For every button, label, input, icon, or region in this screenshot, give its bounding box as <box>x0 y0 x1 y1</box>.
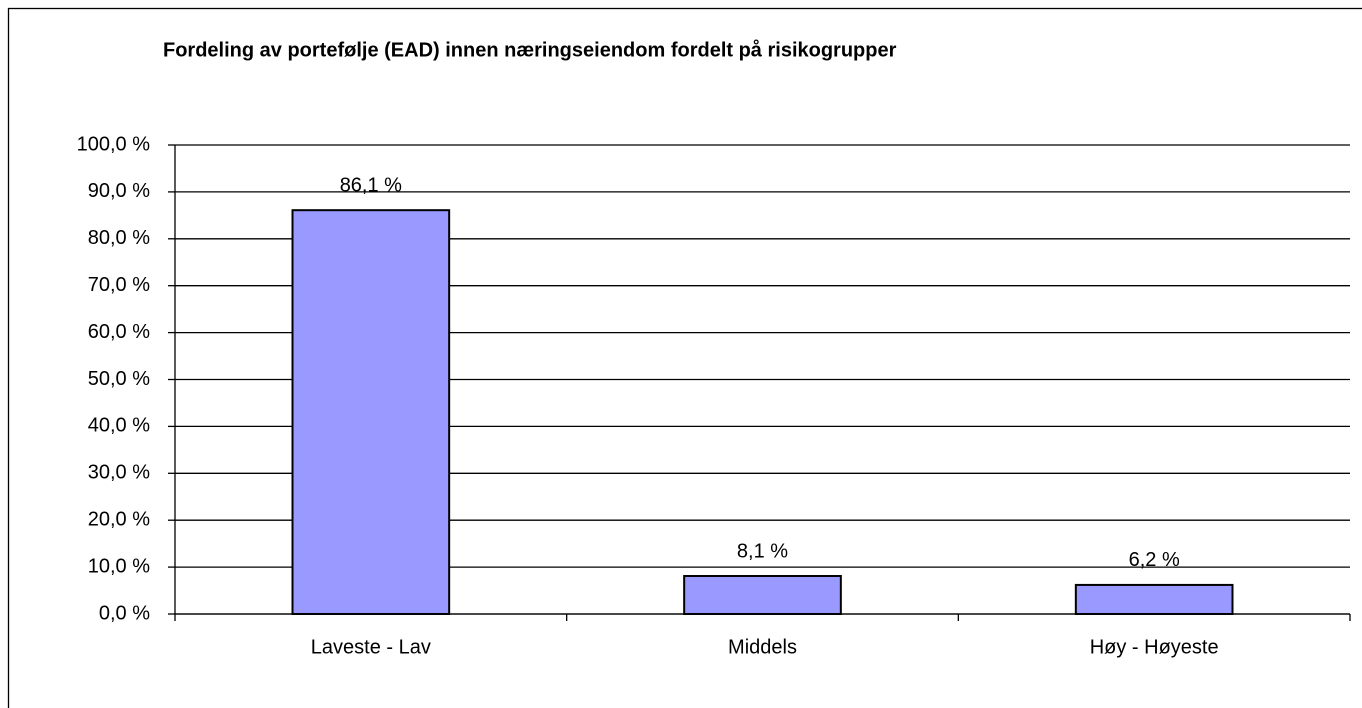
bar <box>683 575 842 615</box>
value-label: 6,2 % <box>1129 549 1180 571</box>
y-tick-label: 80,0 % <box>88 227 150 249</box>
y-tick-label: 0,0 % <box>99 602 150 624</box>
x-tick-label: Høy - Høyeste <box>1090 636 1219 658</box>
x-tick-label: Laveste - Lav <box>311 636 431 658</box>
bar <box>291 209 451 615</box>
y-tick-label: 30,0 % <box>88 462 150 484</box>
chart-title: Fordeling av portefølje (EAD) innen næri… <box>163 38 897 61</box>
y-tick-label: 90,0 % <box>88 180 150 202</box>
x-tick-label: Middels <box>728 636 797 658</box>
y-tick-label: 20,0 % <box>88 508 150 530</box>
bar <box>1074 583 1234 615</box>
y-tick-label: 100,0 % <box>77 133 151 155</box>
y-tick-label: 60,0 % <box>88 321 150 343</box>
y-tick-label: 70,0 % <box>88 274 150 296</box>
y-tick-label: 40,0 % <box>88 415 150 437</box>
value-label: 86,1 % <box>340 174 402 196</box>
y-tick-label: 10,0 % <box>88 555 150 577</box>
y-tick-label: 50,0 % <box>88 368 150 390</box>
value-label: 8,1 % <box>737 540 788 562</box>
